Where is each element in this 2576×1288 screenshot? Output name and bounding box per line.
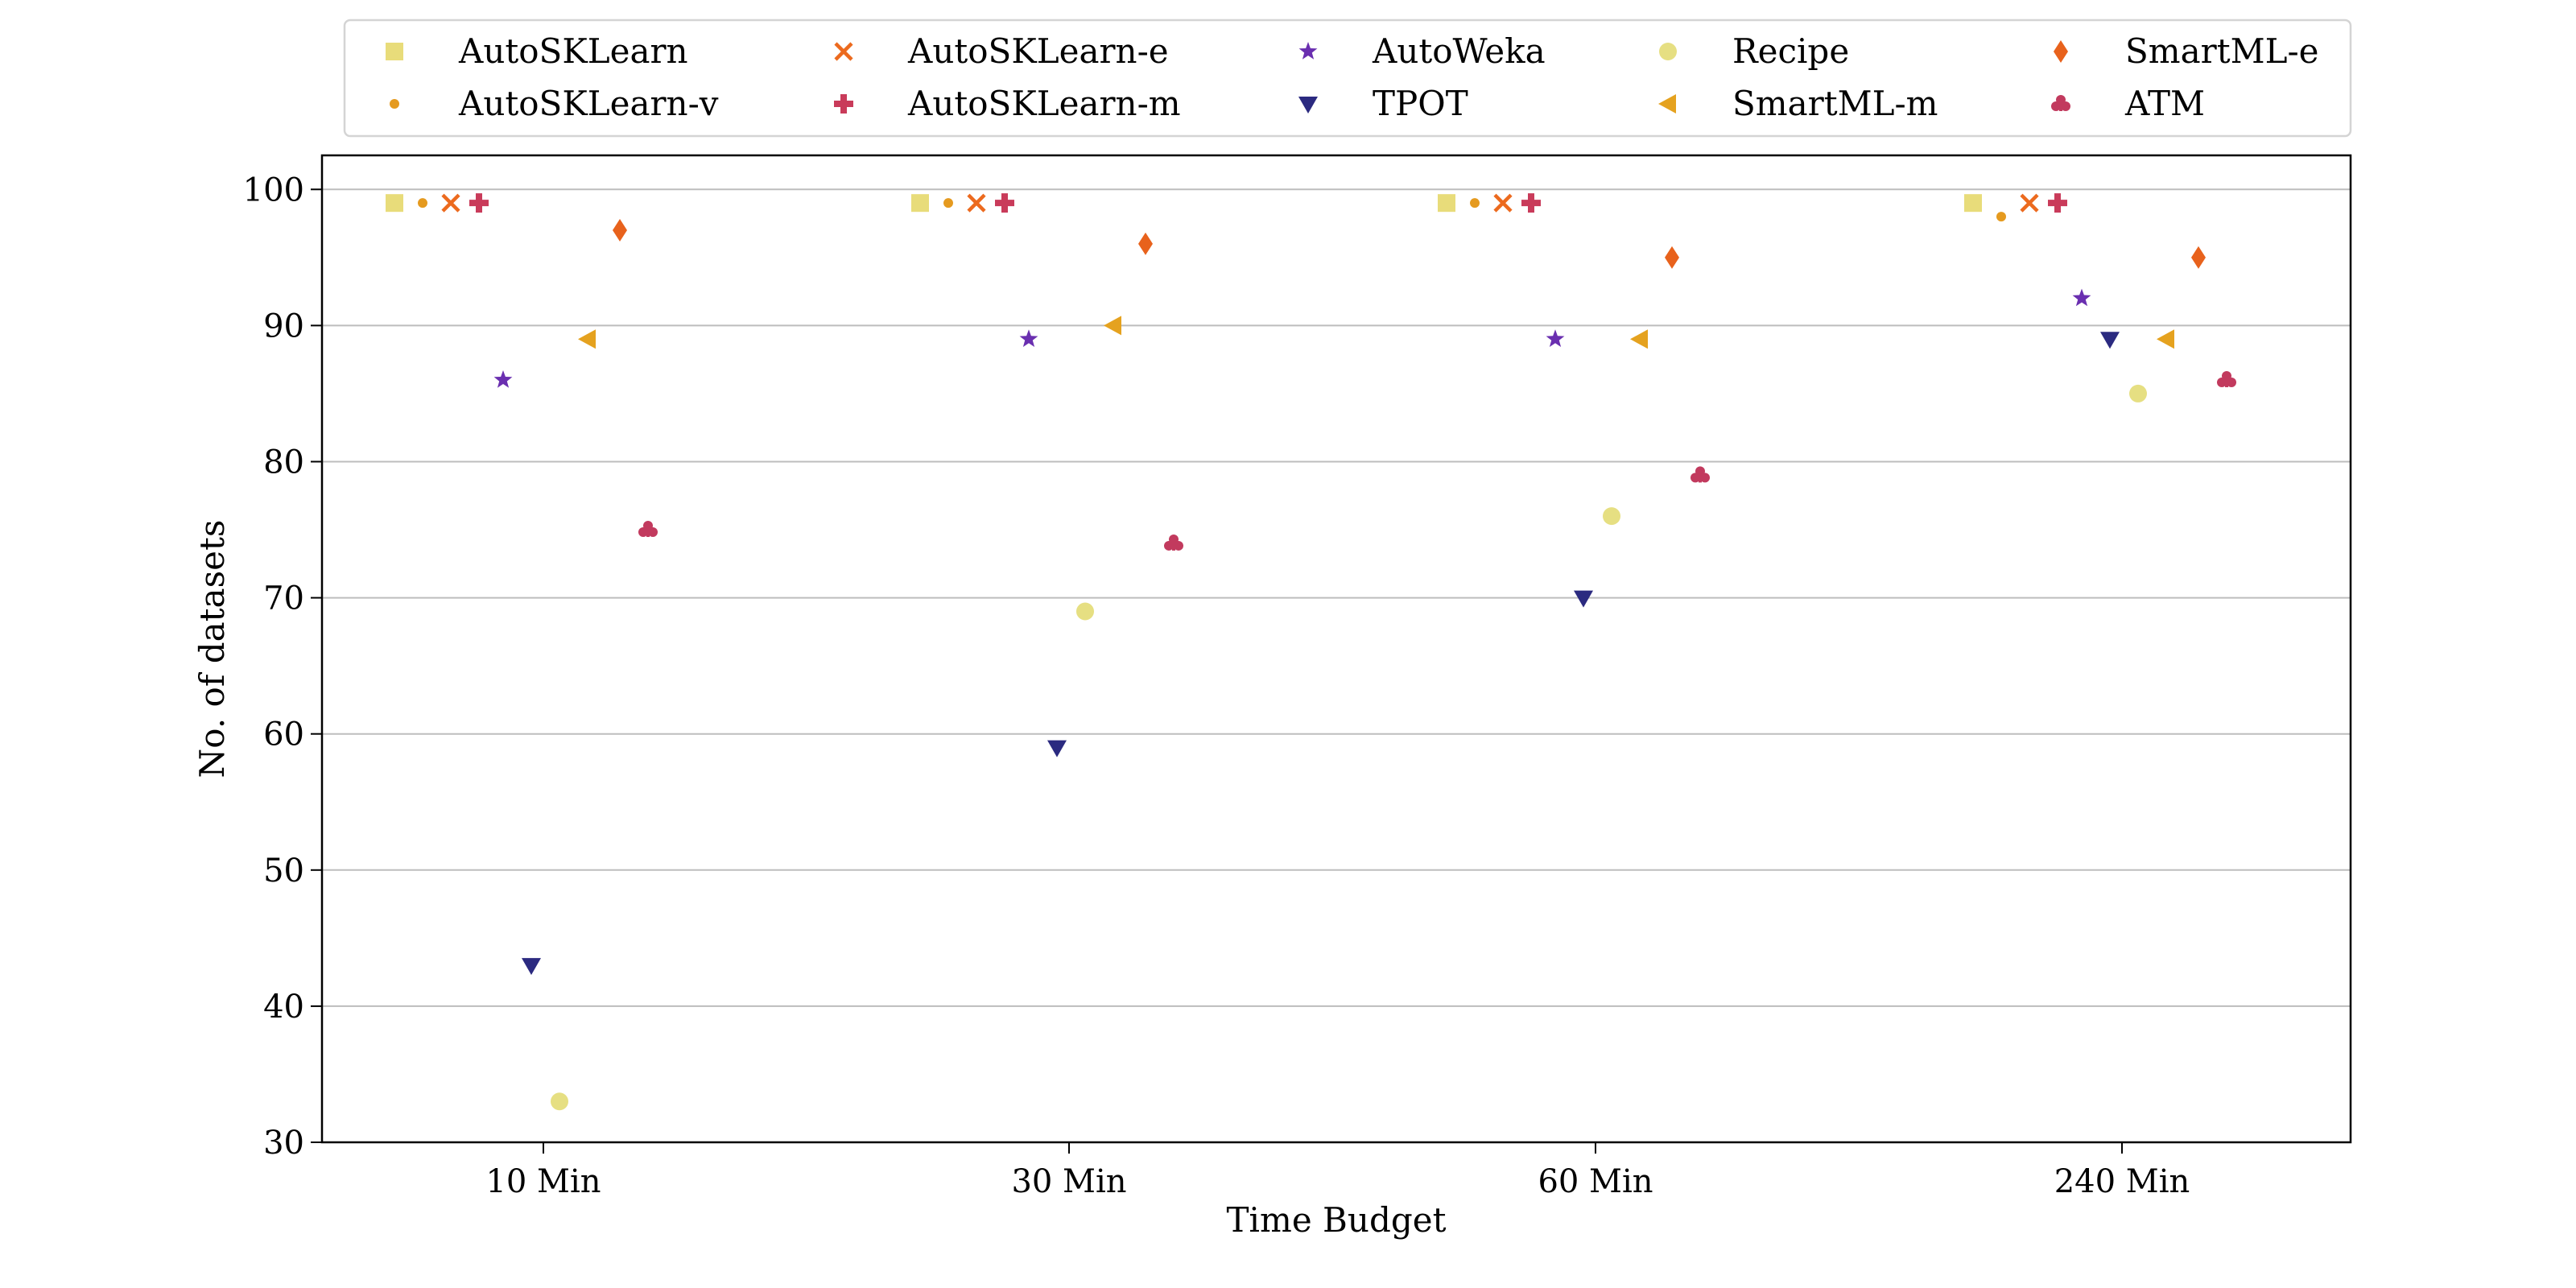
- legend-label-atm: ATM: [2124, 84, 2205, 123]
- y-tick-label-40: 40: [263, 989, 304, 1026]
- point-autoweka-2: [1546, 329, 1565, 347]
- point-smartml-m-2: [1630, 329, 1648, 349]
- legend-marker-tpot: [1298, 97, 1318, 114]
- point-autosklearn-3: [1964, 194, 1982, 213]
- point-tpot-0: [522, 958, 541, 976]
- y-tick-label-80: 80: [263, 444, 304, 481]
- point-atm-1: [1164, 534, 1183, 551]
- y-tick-label-100: 100: [243, 171, 304, 208]
- point-atm-2: [1690, 466, 1710, 483]
- legend-marker-smartml-m: [1658, 94, 1676, 114]
- legend-label-recipe: Recipe: [1732, 31, 1849, 71]
- x-tick-label-0: 10 Min: [485, 1163, 601, 1200]
- legend-marker-recipe: [1659, 43, 1677, 60]
- point-recipe-2: [1603, 507, 1620, 526]
- plot-frame: [320, 154, 2352, 1144]
- legend-marker-atm: [2051, 95, 2070, 111]
- data-points: [386, 193, 2236, 1111]
- legend-label-autosklearn-m: AutoSKLearn-m: [907, 84, 1181, 123]
- y-tick-label-90: 90: [263, 308, 304, 345]
- point-autosklearn-m-3: [2048, 193, 2067, 213]
- point-autosklearn-e-1: [967, 193, 986, 213]
- point-autosklearn-1: [911, 194, 929, 213]
- legend-marker-autoweka: [1298, 42, 1318, 60]
- y-tick-label-60: 60: [263, 716, 304, 753]
- legend-label-smartml-e: SmartML-e: [2125, 31, 2319, 71]
- point-recipe-3: [2129, 384, 2147, 402]
- y-axis-label: No. of datasets: [192, 520, 232, 778]
- point-atm-3: [2217, 371, 2236, 388]
- point-smartml-m-1: [1104, 316, 1121, 336]
- legend-marker-autosklearn: [386, 43, 403, 60]
- point-autosklearn-m-2: [1521, 193, 1541, 213]
- point-autoweka-3: [2072, 288, 2091, 307]
- x-axis-ticks: 10 Min 30 Min 60 Min 240 Min: [485, 1142, 2190, 1200]
- point-autosklearn-0: [386, 194, 403, 213]
- point-atm-0: [638, 521, 658, 538]
- x-tick-label-3: 240 Min: [2054, 1163, 2190, 1200]
- point-smartml-e-3: [2191, 246, 2206, 269]
- point-smartml-e-2: [1665, 246, 1679, 269]
- point-autosklearn-m-1: [995, 193, 1014, 213]
- legend-label-autosklearn-v: AutoSKLearn-v: [458, 84, 719, 123]
- point-autoweka-1: [1019, 329, 1038, 347]
- legend: AutoSKLearn AutoSKLearn-v AutoSKLearn-e Aut…: [343, 19, 2352, 138]
- legend-label-autoweka: AutoWeka: [1372, 31, 1546, 71]
- point-autosklearn-m-0: [469, 193, 489, 213]
- legend-label-autosklearn: AutoSKLearn: [458, 31, 688, 71]
- legend-marker-autosklearn-v: [390, 99, 399, 109]
- point-autosklearn-e-2: [1493, 193, 1513, 213]
- point-smartml-m-0: [578, 329, 596, 349]
- point-tpot-3: [2100, 332, 2120, 349]
- point-autosklearn-v-0: [418, 198, 427, 208]
- point-autosklearn-v-2: [1470, 198, 1480, 208]
- y-tick-label-70: 70: [263, 580, 304, 617]
- point-autosklearn-e-0: [441, 193, 460, 213]
- y-tick-label-30: 30: [263, 1125, 304, 1162]
- y-tick-label-50: 50: [263, 852, 304, 890]
- legend-marker-autosklearn-e: [834, 42, 853, 61]
- x-tick-label-1: 30 Min: [1011, 1163, 1126, 1200]
- grid-lines: [322, 188, 2351, 1143]
- point-autosklearn-2: [1438, 194, 1455, 213]
- y-axis-ticks: 30 40 50 60 70 80 90 100: [243, 171, 322, 1162]
- legend-label-smartml-m: SmartML-m: [1732, 84, 1938, 123]
- point-smartml-m-3: [2157, 329, 2174, 349]
- point-autosklearn-v-3: [1996, 212, 2006, 222]
- x-axis-label: Time Budget: [1227, 1200, 1447, 1240]
- point-autosklearn-v-1: [943, 198, 953, 208]
- point-smartml-e-0: [613, 219, 627, 242]
- point-autosklearn-e-3: [2020, 193, 2039, 213]
- legend-marker-autosklearn-m: [834, 94, 853, 114]
- legend-marker-smartml-e: [2054, 40, 2068, 63]
- point-recipe-0: [551, 1092, 568, 1111]
- legend-label-tpot: TPOT: [1373, 84, 1468, 123]
- point-smartml-e-1: [1138, 232, 1153, 255]
- x-tick-label-2: 60 Min: [1538, 1163, 1653, 1200]
- point-tpot-1: [1047, 740, 1067, 758]
- point-tpot-2: [1574, 590, 1593, 608]
- point-recipe-1: [1076, 602, 1094, 621]
- legend-label-autosklearn-e: AutoSKLearn-e: [907, 31, 1169, 71]
- point-autoweka-0: [493, 370, 513, 388]
